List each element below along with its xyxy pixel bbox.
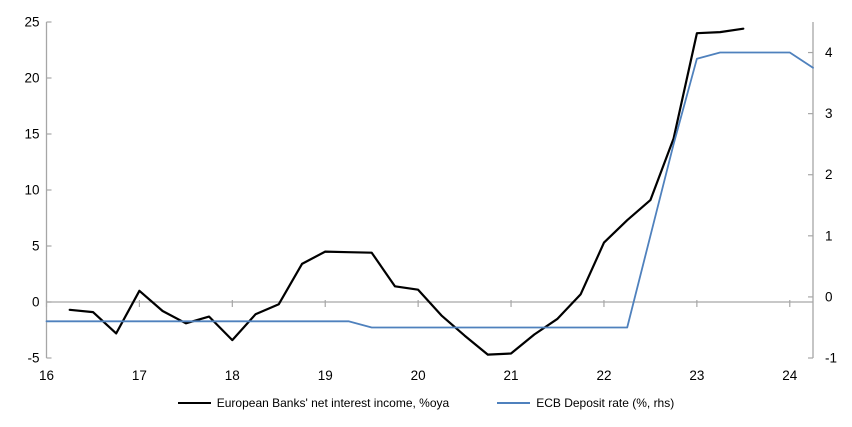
right-axis-tick-label: 4 — [825, 45, 833, 60]
legend: European Banks' net interest income, %oy… — [0, 396, 852, 410]
x-axis-tick-label: 23 — [689, 368, 704, 383]
left-axis-tick-label: 25 — [24, 15, 39, 30]
x-axis-tick-label: 20 — [411, 368, 426, 383]
ecb-deposit-rate-legend-label: ECB Deposit rate (%, rhs) — [536, 396, 675, 410]
x-axis-tick-label: 22 — [596, 368, 611, 383]
right-axis-tick-label: 2 — [825, 167, 833, 182]
legend-item-net-interest-income: European Banks' net interest income, %oy… — [177, 396, 450, 410]
series-line-net-interest-income — [68, 27, 745, 356]
net-interest-income-line-sample — [177, 402, 211, 404]
left-axis-tick-label: 5 — [32, 239, 40, 254]
net-interest-income-legend-label: European Banks' net interest income, %oy… — [216, 396, 450, 410]
x-axis-tick-label: 17 — [132, 368, 147, 383]
right-axis-tick-label: -1 — [825, 351, 837, 366]
x-axis-tick-label: 24 — [782, 368, 798, 383]
x-axis-tick-label: 19 — [318, 368, 333, 383]
left-axis-tick-label: 0 — [32, 295, 40, 310]
x-axis-tick-label: 21 — [504, 368, 519, 383]
right-axis-tick-label: 0 — [825, 289, 833, 304]
ecb-deposit-rate-line-sample — [497, 402, 531, 404]
left-axis-tick-label: 20 — [24, 71, 39, 86]
x-axis-tick-label: 18 — [225, 368, 240, 383]
right-axis-tick-label: 3 — [825, 106, 833, 121]
x-axis-tick-label: 16 — [39, 368, 54, 383]
legend-item-ecb-deposit-rate: ECB Deposit rate (%, rhs) — [497, 396, 674, 410]
series-line-ecb-deposit-rate — [45, 51, 814, 329]
left-axis-tick-label: 10 — [24, 183, 39, 198]
left-axis-tick-label: -5 — [27, 351, 39, 366]
right-axis-tick-label: 1 — [825, 228, 833, 243]
left-axis-tick-label: 15 — [24, 127, 39, 142]
